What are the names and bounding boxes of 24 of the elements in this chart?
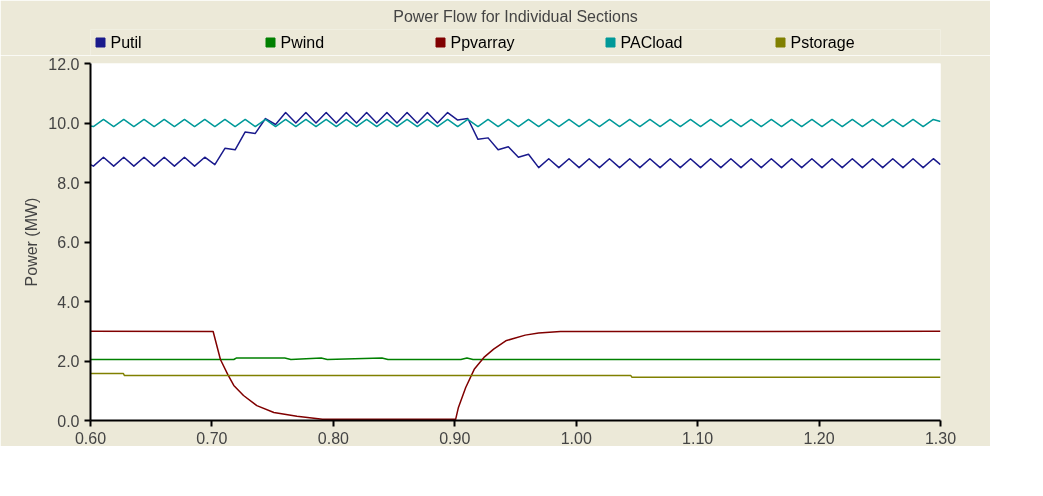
line-series [90,111,941,169]
x-tick-label: 0.70 [196,429,228,447]
y-tick-label: 12.0 [48,55,80,73]
x-tick-label: 0.60 [74,429,107,447]
x-tick-label: 1.00 [560,429,592,447]
legend-label: Putil [110,34,142,51]
y-tick-label: 8.0 [57,174,80,192]
legend-label: PACload [620,34,683,51]
line-series [90,118,941,128]
legend-label: Pwind [280,34,325,51]
legend-label: Ppvarray [450,34,515,51]
y-tick-label: 2.0 [57,353,80,370]
x-tick-label: 0.80 [317,429,350,447]
x-tick-label: 1.10 [682,429,714,447]
x-tick-label: 0.90 [439,429,471,447]
y-tick-label: 10.0 [48,115,80,132]
y-axis-title: Power (MW) [23,197,41,287]
y-tick-label: 6.0 [57,234,80,251]
x-tick-label: 1.20 [803,429,835,447]
x-tick-label: 1.30 [924,429,957,447]
y-tick-label: 0.0 [57,412,80,430]
legend-label: Pstorage [790,34,855,51]
chart-title: Power Flow for Individual Sections [393,7,638,25]
y-tick-label: 4.0 [57,293,80,311]
